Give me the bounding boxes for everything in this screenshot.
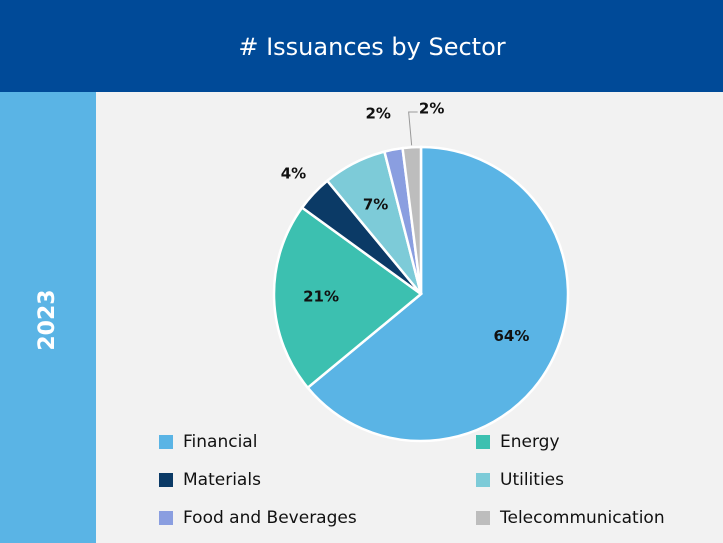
data-label: 21% xyxy=(303,288,339,306)
legend-swatch xyxy=(159,435,173,449)
legend-swatch xyxy=(159,473,173,487)
legend-label: Financial xyxy=(183,432,257,452)
legend-label: Telecommunication xyxy=(499,508,665,528)
chart-title: # Issuances by Sector xyxy=(238,33,505,61)
pie-slice xyxy=(305,145,570,443)
pie-slice xyxy=(401,145,423,295)
legend-label: Energy xyxy=(500,432,560,452)
data-label: 2% xyxy=(365,105,390,123)
period-label: 2023 xyxy=(35,289,60,350)
legend-swatch xyxy=(476,473,490,487)
legend-swatch xyxy=(159,511,173,525)
header-band xyxy=(0,0,723,92)
legend-label: Food and Beverages xyxy=(183,508,357,528)
pie-slice xyxy=(272,205,424,390)
data-label: 4% xyxy=(281,165,306,183)
legend-label: Utilities xyxy=(500,470,564,490)
legend-label: Materials xyxy=(183,470,261,490)
data-label: 7% xyxy=(363,195,388,213)
legend-swatch xyxy=(476,435,490,449)
data-label: 64% xyxy=(493,327,529,345)
data-label: 2% xyxy=(419,100,444,118)
legend-swatch xyxy=(476,511,490,525)
side-band xyxy=(0,92,96,543)
leader-line xyxy=(408,111,418,146)
